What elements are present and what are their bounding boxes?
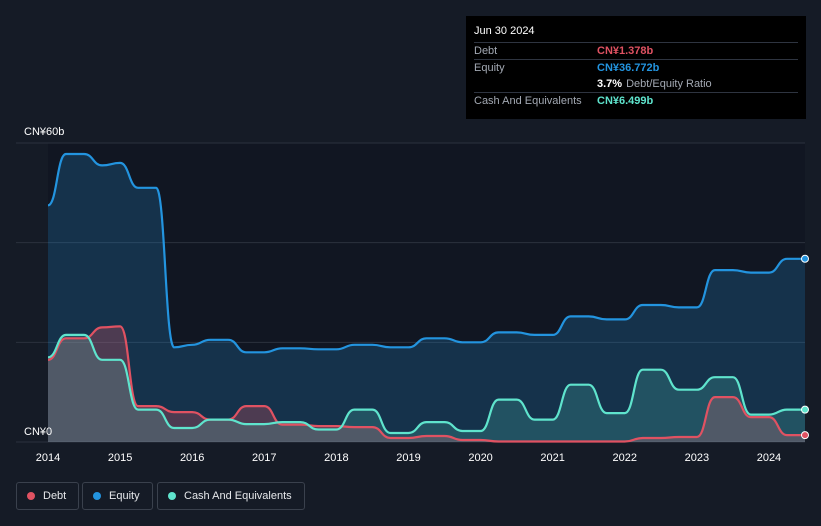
x-tick-label: 2016 — [180, 452, 204, 464]
tooltip-cash-label: Cash And Equivalents — [474, 95, 582, 107]
cash-series-line — [47, 333, 805, 435]
tooltip-equity-label: Equity — [474, 62, 505, 74]
tooltip-cash-value: CN¥6.499b — [597, 95, 654, 107]
plot-background — [48, 143, 805, 442]
x-tick-labels: 2014 2015 2016 2017 2018 2019 2020 2021 2022 2023… — [36, 452, 781, 464]
cash-dot-icon — [168, 492, 176, 500]
x-tick-label: 2018 — [324, 452, 348, 464]
equity-dot-icon — [93, 492, 101, 500]
legend-item-equity[interactable]: Equity — [82, 482, 153, 510]
x-tick-label: 2014 — [36, 452, 60, 464]
equity-series-area — [48, 154, 805, 442]
legend-item-cash[interactable]: Cash And Equivalents — [157, 482, 305, 510]
x-tick-label: 2019 — [396, 452, 420, 464]
tooltip-panel: Jun 30 2024 Debt CN¥1.378b Equity CN¥36.… — [466, 16, 806, 119]
tooltip-ratio-label: Debt/Equity Ratio — [626, 78, 712, 90]
x-tick-label: 2023 — [685, 452, 709, 464]
x-tick-label: 2022 — [613, 452, 637, 464]
legend-debt-label: Debt — [43, 490, 67, 502]
x-tick-label: 2017 — [252, 452, 276, 464]
tooltip-row-equity: Equity CN¥36.772b — [474, 59, 798, 76]
x-tick-label: 2020 — [468, 452, 492, 464]
equity-series-end-point — [801, 254, 809, 263]
x-tick-label: 2024 — [757, 452, 781, 464]
legend-cash-label: Cash And Equivalents — [184, 490, 292, 502]
series-lines — [47, 152, 805, 443]
tooltip-row-debt: Debt CN¥1.378b — [474, 42, 798, 59]
legend-equity-label: Equity — [109, 490, 140, 502]
equity-series-line — [47, 152, 805, 354]
tooltip-equity-value: CN¥36.772b — [597, 62, 660, 74]
tooltip-debt-value: CN¥1.378b — [597, 45, 654, 57]
legend-item-debt[interactable]: Debt — [16, 482, 80, 510]
debt-series-line — [47, 325, 805, 443]
tooltip-row-ratio: 3.7% Debt/Equity Ratio — [474, 76, 798, 92]
tooltip-row-cash: Cash And Equivalents CN¥6.499b — [474, 92, 798, 109]
end-markers — [801, 254, 809, 440]
tooltip-date: Jun 30 2024 — [474, 25, 535, 37]
cash-series-area — [48, 334, 805, 442]
y-tick-label-bottom: CN¥0 — [24, 426, 52, 438]
grid — [16, 142, 805, 443]
cash-series-end-point — [801, 405, 809, 414]
x-tick-label: 2015 — [108, 452, 132, 464]
tooltip-debt-label: Debt — [474, 45, 498, 57]
tooltip-ratio-value: 3.7% — [597, 78, 623, 90]
debt-series-end-point — [801, 431, 809, 440]
y-tick-label-top: CN¥60b — [24, 126, 64, 138]
debt-dot-icon — [27, 492, 35, 500]
x-tick-label: 2021 — [540, 452, 564, 464]
